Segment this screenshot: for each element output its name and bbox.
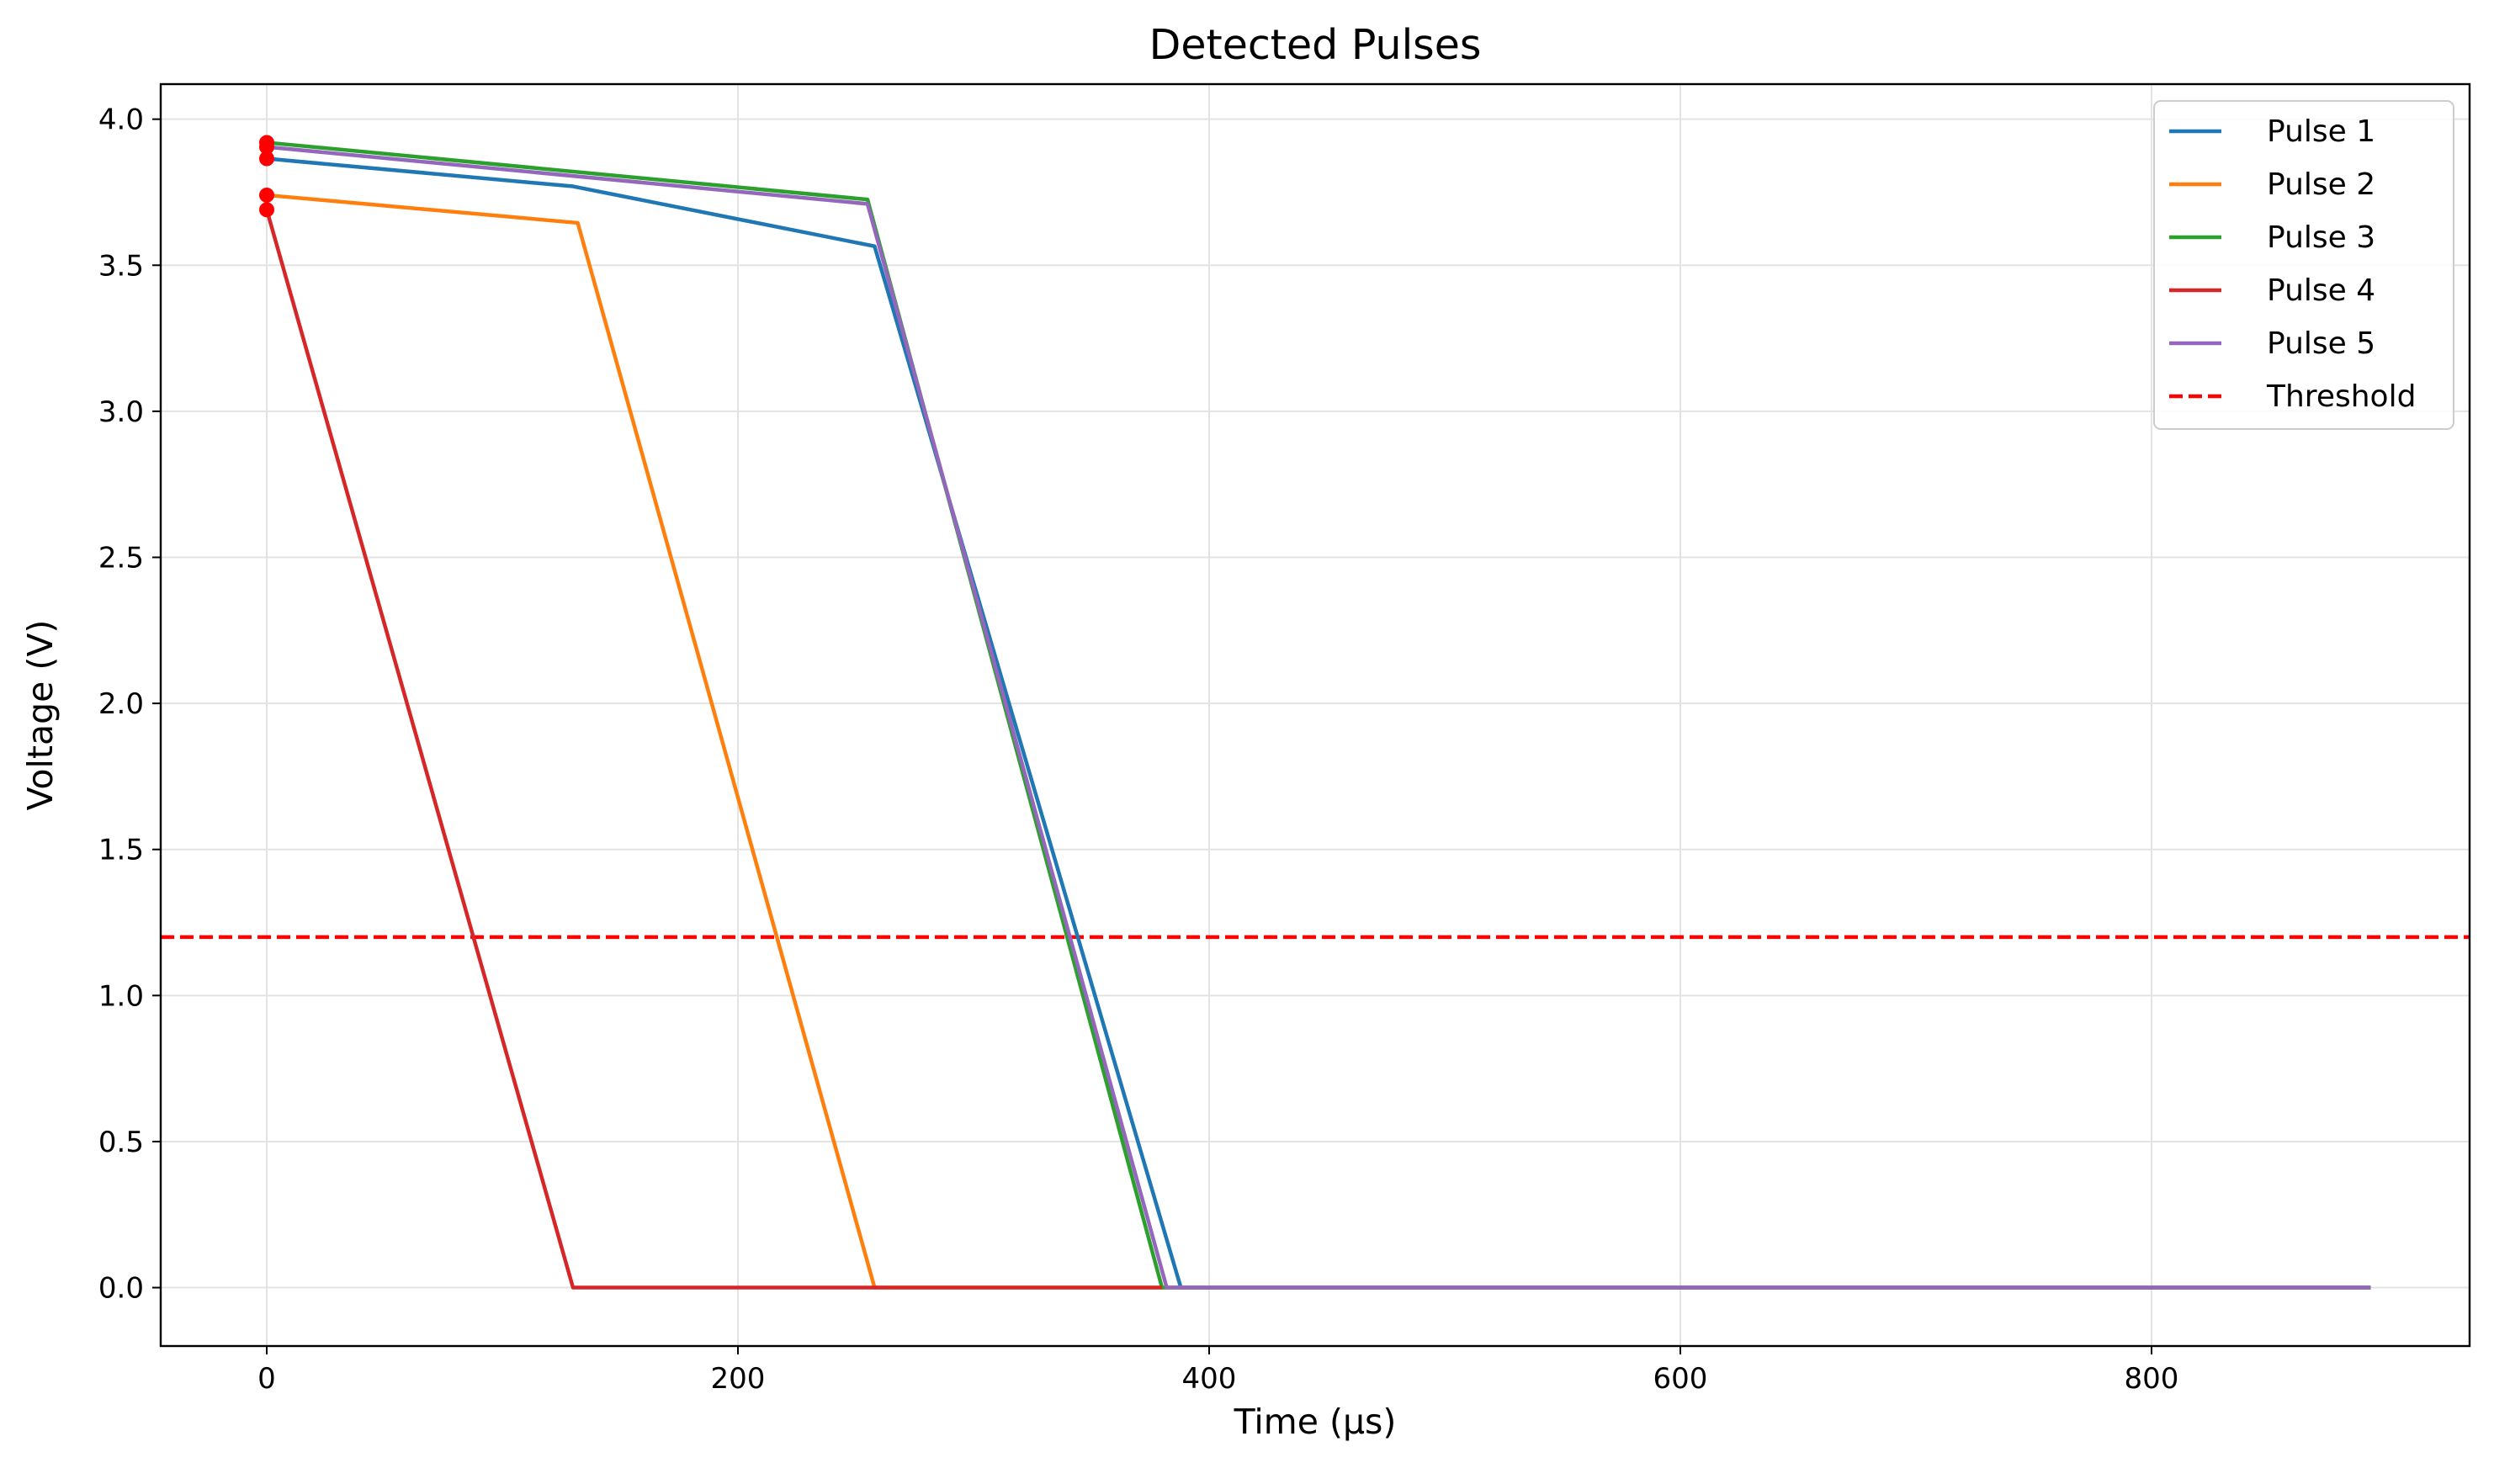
y-tick-label-8: 4.0 (98, 103, 144, 137)
legend-box (2153, 100, 2454, 430)
x-axis-label: Time (µs) (1234, 1402, 1397, 1442)
y-axis-label: Voltage (V) (20, 620, 61, 811)
legend-label-pulse-5: Pulse 5 (2267, 326, 2375, 361)
y-tick-label-5: 2.5 (98, 542, 144, 575)
legend-label-pulse-2: Pulse 2 (2267, 167, 2375, 202)
legend: Pulse 1 Pulse 2 Pulse 3 Pulse 4 Pulse 5 Thres… (2153, 100, 2454, 430)
y-tick-label-4: 2.0 (98, 687, 144, 721)
legend-label-pulse-4: Pulse 4 (2267, 273, 2375, 308)
legend-label-pulse-1: Pulse 1 (2267, 114, 2375, 149)
x-tick-label-1: 200 (711, 1362, 766, 1396)
peak-marker-2 (259, 187, 274, 203)
chart-title: Detected Pulses (1149, 21, 1482, 69)
y-tick-label-7: 3.5 (98, 249, 144, 283)
legend-label-threshold: Threshold (2266, 379, 2416, 414)
y-tick-label-3: 1.5 (98, 834, 144, 867)
x-tick-label-3: 600 (1653, 1362, 1708, 1396)
plot-frame (159, 82, 2471, 1348)
y-tick-label-0: 0.0 (98, 1272, 144, 1306)
series-line-pulse-5 (266, 145, 2371, 1290)
y-tick-label-1: 0.5 (98, 1126, 144, 1159)
y-tick-label-6: 3.0 (98, 395, 144, 429)
legend-label-pulse-3: Pulse 3 (2267, 220, 2375, 255)
peak-markers (259, 135, 274, 218)
peak-marker-5 (259, 139, 274, 155)
series-line-pulse-4 (264, 209, 1162, 1290)
y-tick-label-2: 1.0 (98, 979, 144, 1013)
peak-marker-4 (259, 202, 274, 218)
series-layer (264, 140, 2371, 1290)
x-tick-label-2: 400 (1182, 1362, 1237, 1396)
axis-ticks: 0 200 400 600 800 0.0 0.5 1.0 1.5 2.0 2.5 3.0 3.5 4.0 (98, 103, 2179, 1396)
x-tick-label-4: 800 (2125, 1362, 2179, 1396)
peak-marker-1 (259, 151, 274, 167)
x-tick-label-0: 0 (257, 1362, 276, 1396)
